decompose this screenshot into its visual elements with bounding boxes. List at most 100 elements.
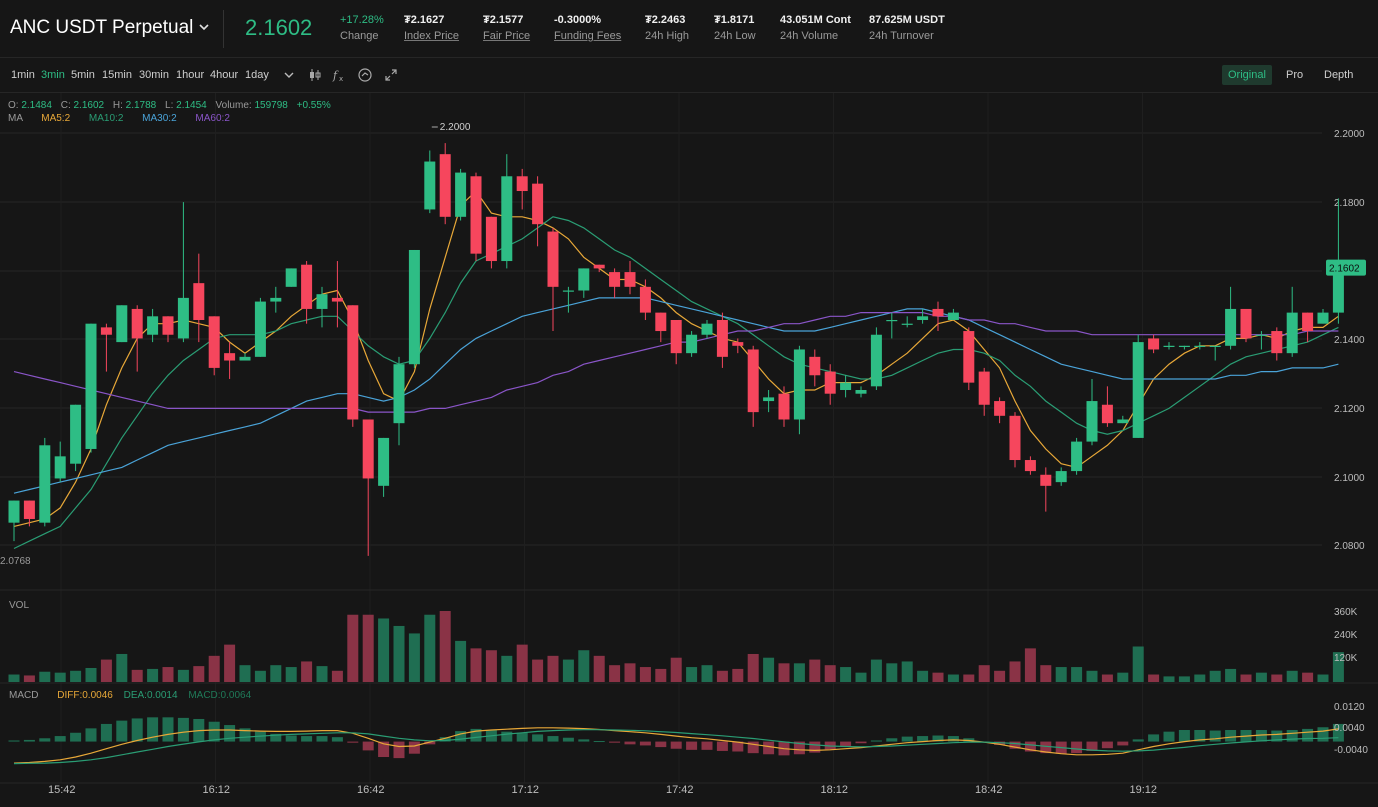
high-value: 2.1788 [125,100,157,111]
macd-histogram-bar [131,718,143,742]
timeframe-30min[interactable]: 30min [139,69,169,81]
vol-tick-label: 240K [1334,630,1358,641]
candle-body [1302,312,1314,332]
symbol-selector[interactable]: ANC USDT Perpetual [10,17,194,38]
volume-bar [316,666,328,682]
stat-label: Change [340,30,379,42]
candle-body [1117,419,1129,424]
macd-histogram-bar [224,725,236,742]
volume-bar [778,663,790,682]
chevron-down-icon[interactable] [281,67,297,83]
view-depth[interactable]: Depth [1324,69,1354,81]
stat-label: 24h Volume [780,30,839,42]
candle-body [532,183,544,225]
volume-bar [747,653,759,682]
timeframe-3min[interactable]: 3min [41,69,65,81]
open-value: 2.1484 [21,100,52,111]
chevron-down-icon[interactable] [197,20,211,34]
volume-bar [331,670,343,682]
macd-histogram-bar [470,728,482,742]
view-pro[interactable]: Pro [1286,69,1304,81]
stat-fair-price[interactable]: ₮2.1577 Fair Price [483,13,530,43]
timeframe-1min[interactable]: 1min [11,69,35,81]
macd-histogram-bar [301,736,313,742]
clock-icon[interactable] [357,67,373,83]
stat-label[interactable]: Index Price [404,30,460,42]
candle-body [208,316,220,368]
volume-bar [947,674,959,682]
volume-bar [609,665,621,682]
macd-histogram-bar [1117,741,1129,746]
volume-bar [1055,667,1067,682]
macd-histogram-bar [316,736,328,742]
low-price-marker: 2.0768 [0,556,31,567]
candle-body [963,331,975,383]
macd-histogram-bar [809,741,821,753]
volume-bar [763,657,775,682]
timeframe-4hour[interactable]: 4hour [210,69,239,81]
volume-bar [593,655,605,682]
stat-value: -0.3000% [554,14,602,26]
macd-histogram-bar [1255,730,1267,742]
macd-legend: MACD DIFF:0.0046 DEA:0.0014 MACD:0.0064 [9,690,251,701]
candle-body [686,334,698,354]
last-price-label: 2.1602 [1329,264,1360,275]
macd-histogram-bar [562,737,574,742]
volume-bar [994,670,1006,682]
candle-body [501,176,513,262]
volume-bar [1040,665,1052,682]
stat-funding-fees[interactable]: -0.3000% Funding Fees [554,13,621,43]
stat-index-price[interactable]: ₮2.1627 Index Price [404,13,459,43]
volume-bar [1163,676,1175,682]
candle-body [932,308,944,317]
volume-bar [1317,674,1329,682]
volume-bar [855,672,867,682]
macd-histogram-bar [793,741,805,755]
timeframe-1day[interactable]: 1day [245,69,269,81]
candle-body [270,297,282,302]
candle-body [424,161,436,210]
timeframe-1hour[interactable]: 1hour [176,69,205,81]
volume-bar [639,667,651,682]
macd-histogram-bar [1148,734,1160,742]
change-value: +0.55% [296,100,331,111]
x-tick-label: 18:12 [821,784,849,796]
volume-bar [424,614,436,682]
volume-value: 159798 [254,100,288,111]
macd-histogram-bar [208,721,220,742]
volume-bar [1240,674,1252,682]
volume-bar [1209,670,1221,682]
macd-tick-label: -0.0040 [1334,745,1368,756]
candle-body [1286,312,1298,354]
candle-body [716,319,728,357]
stat-24h-volume: 43.051M Cont 24h Volume [780,13,851,43]
close-label: C: [60,100,71,111]
candle-body [763,397,775,402]
volume-bar [562,659,574,682]
ticker-header: ANC USDT Perpetual 2.1602 +17.28% Change… [0,0,1378,58]
view-original[interactable]: Original [1222,65,1272,85]
stat-label[interactable]: Funding Fees [554,30,622,42]
candle-body [1009,415,1021,461]
volume-bar [208,655,220,682]
stat-label: 24h High [645,30,690,42]
candle-body [593,264,605,269]
expand-icon[interactable] [383,67,399,83]
candle-body [301,264,313,309]
chart-canvas[interactable]: 2.20002.18002.16002.14002.12002.10002.08… [0,93,1378,807]
volume-bar [362,614,374,682]
stat-label[interactable]: Fair Price [483,30,531,42]
candle-body [1132,342,1144,438]
timeframe-15min[interactable]: 15min [102,69,132,81]
candle-type-icon[interactable] [307,67,323,83]
macd-histogram-bar [116,720,128,742]
macd-histogram-bar [947,736,959,742]
volume-bar [886,663,898,682]
macd-histogram-bar [1086,741,1098,751]
timeframe-5min[interactable]: 5min [71,69,95,81]
macd-histogram-bar [1332,723,1344,742]
volume-bar [1194,674,1206,682]
volume-bar [840,667,852,682]
candle-body [1332,268,1344,313]
